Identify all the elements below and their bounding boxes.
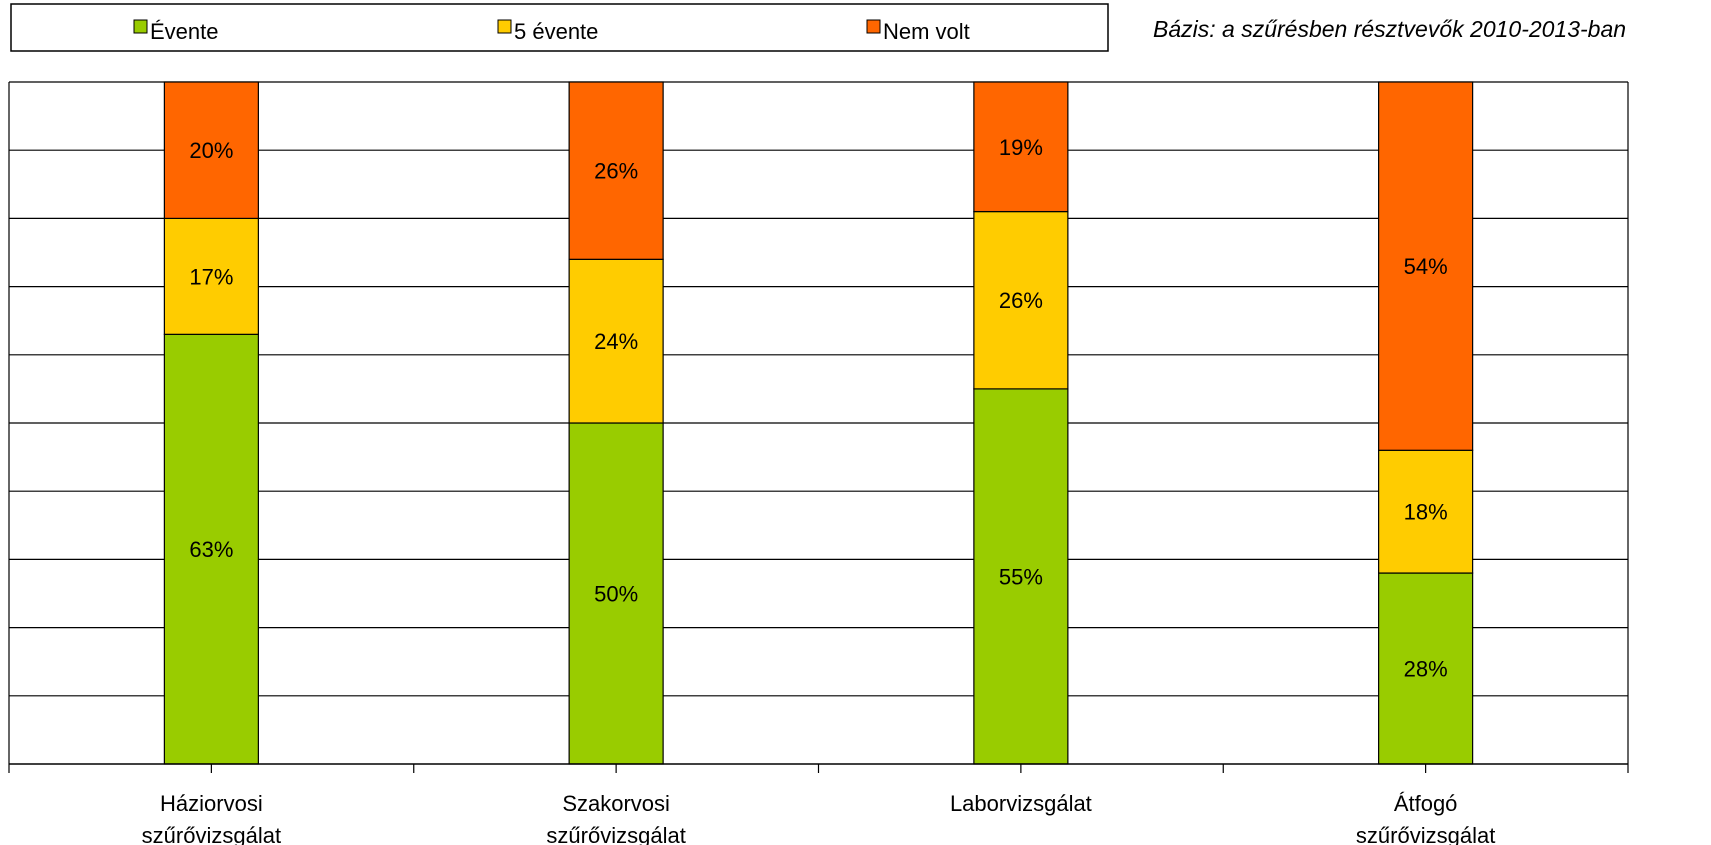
- bar-value-label: 50%: [594, 582, 638, 607]
- bar-value-label: 63%: [189, 537, 233, 562]
- legend-label-nemvolt: Nem volt: [883, 19, 970, 44]
- bar-segment-5evente: [973, 210, 1069, 390]
- bar-segment-nemvolt: [973, 81, 1069, 213]
- legend-swatch-5evente: [497, 19, 512, 34]
- bar-value-label: 28%: [1404, 657, 1448, 682]
- bar-segment-5evente: [568, 258, 664, 424]
- bar-value-label: 24%: [594, 329, 638, 354]
- bar-segment-evente: [568, 422, 664, 765]
- legend-swatch-nemvolt: [866, 19, 881, 34]
- bar-value-label: 20%: [189, 138, 233, 163]
- bar-value-label: 54%: [1404, 254, 1448, 279]
- base-note: Bázis: a szűrésben résztvevők 2010-2013-…: [1153, 16, 1626, 42]
- bar-segment-nemvolt: [163, 81, 259, 219]
- category-labels: Háziorvosi szűrővizsgálat Szakorvosi szűrőv…: [142, 791, 1496, 845]
- legend-label-5evente: 5 évente: [514, 19, 598, 44]
- bar-value-label: 17%: [189, 264, 233, 289]
- bar-value-label: 19%: [999, 135, 1043, 160]
- bar-segment-nemvolt: [1378, 81, 1474, 451]
- bar-value-label: 26%: [999, 288, 1043, 313]
- category-label: Laborvizsgálat: [950, 791, 1092, 816]
- bar-value-label: 55%: [999, 564, 1043, 589]
- gridlines: [8, 81, 1629, 764]
- bar-segment-5evente: [163, 217, 259, 335]
- legend-label-evente: Évente: [150, 19, 219, 44]
- category-label: Háziorvosi szűrővizsgálat: [142, 791, 281, 845]
- legend-frame: [10, 3, 1109, 52]
- category-label: Szakorvosi szűrővizsgálat: [546, 791, 685, 845]
- bars: 63% 17% 20% 50% 24% 26% 55% 26% 19% 28% 18% 54%: [163, 81, 1474, 765]
- x-axis: [8, 763, 1629, 773]
- bar-segment-evente: [973, 388, 1069, 765]
- bar-value-label: 26%: [594, 159, 638, 184]
- bar-segment-evente: [1378, 572, 1474, 765]
- legend: Évente 5 évente Nem volt: [10, 3, 1109, 52]
- category-label: Átfogó szűrővizsgálat: [1356, 791, 1495, 845]
- bar-segment-evente: [163, 333, 259, 765]
- bar-value-label: 18%: [1404, 500, 1448, 525]
- bar-segment-nemvolt: [568, 81, 664, 260]
- legend-swatch-evente: [133, 19, 148, 34]
